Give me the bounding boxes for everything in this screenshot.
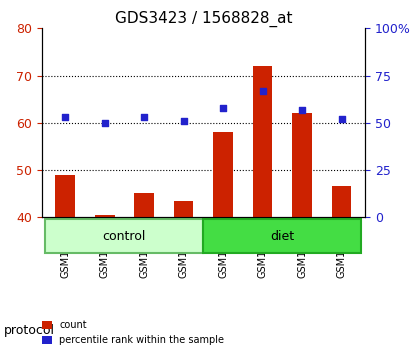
Bar (332, 187, 352, 217)
FancyBboxPatch shape (164, 217, 203, 219)
Bar (174, 201, 193, 217)
Bar (55, 175, 75, 217)
Bar (95, 215, 115, 217)
Point (299, 107, 305, 112)
FancyBboxPatch shape (282, 217, 322, 219)
Text: diet: diet (270, 229, 294, 242)
Bar (213, 132, 233, 217)
FancyBboxPatch shape (46, 219, 203, 253)
Point (220, 105, 227, 110)
Point (180, 118, 187, 124)
FancyBboxPatch shape (124, 217, 164, 219)
Bar (292, 113, 312, 217)
FancyBboxPatch shape (203, 219, 361, 253)
Bar (134, 193, 154, 217)
Text: control: control (103, 229, 146, 242)
Point (141, 114, 147, 120)
Point (338, 116, 345, 122)
Legend: count, percentile rank within the sample: count, percentile rank within the sample (38, 316, 228, 349)
FancyBboxPatch shape (203, 217, 243, 219)
Text: protocol: protocol (4, 325, 55, 337)
Point (101, 120, 108, 126)
FancyBboxPatch shape (322, 217, 361, 219)
Bar (253, 66, 272, 217)
FancyBboxPatch shape (46, 217, 85, 219)
FancyBboxPatch shape (243, 217, 282, 219)
Title: GDS3423 / 1568828_at: GDS3423 / 1568828_at (115, 11, 292, 27)
Point (62, 114, 68, 120)
Point (259, 88, 266, 93)
FancyBboxPatch shape (85, 217, 124, 219)
